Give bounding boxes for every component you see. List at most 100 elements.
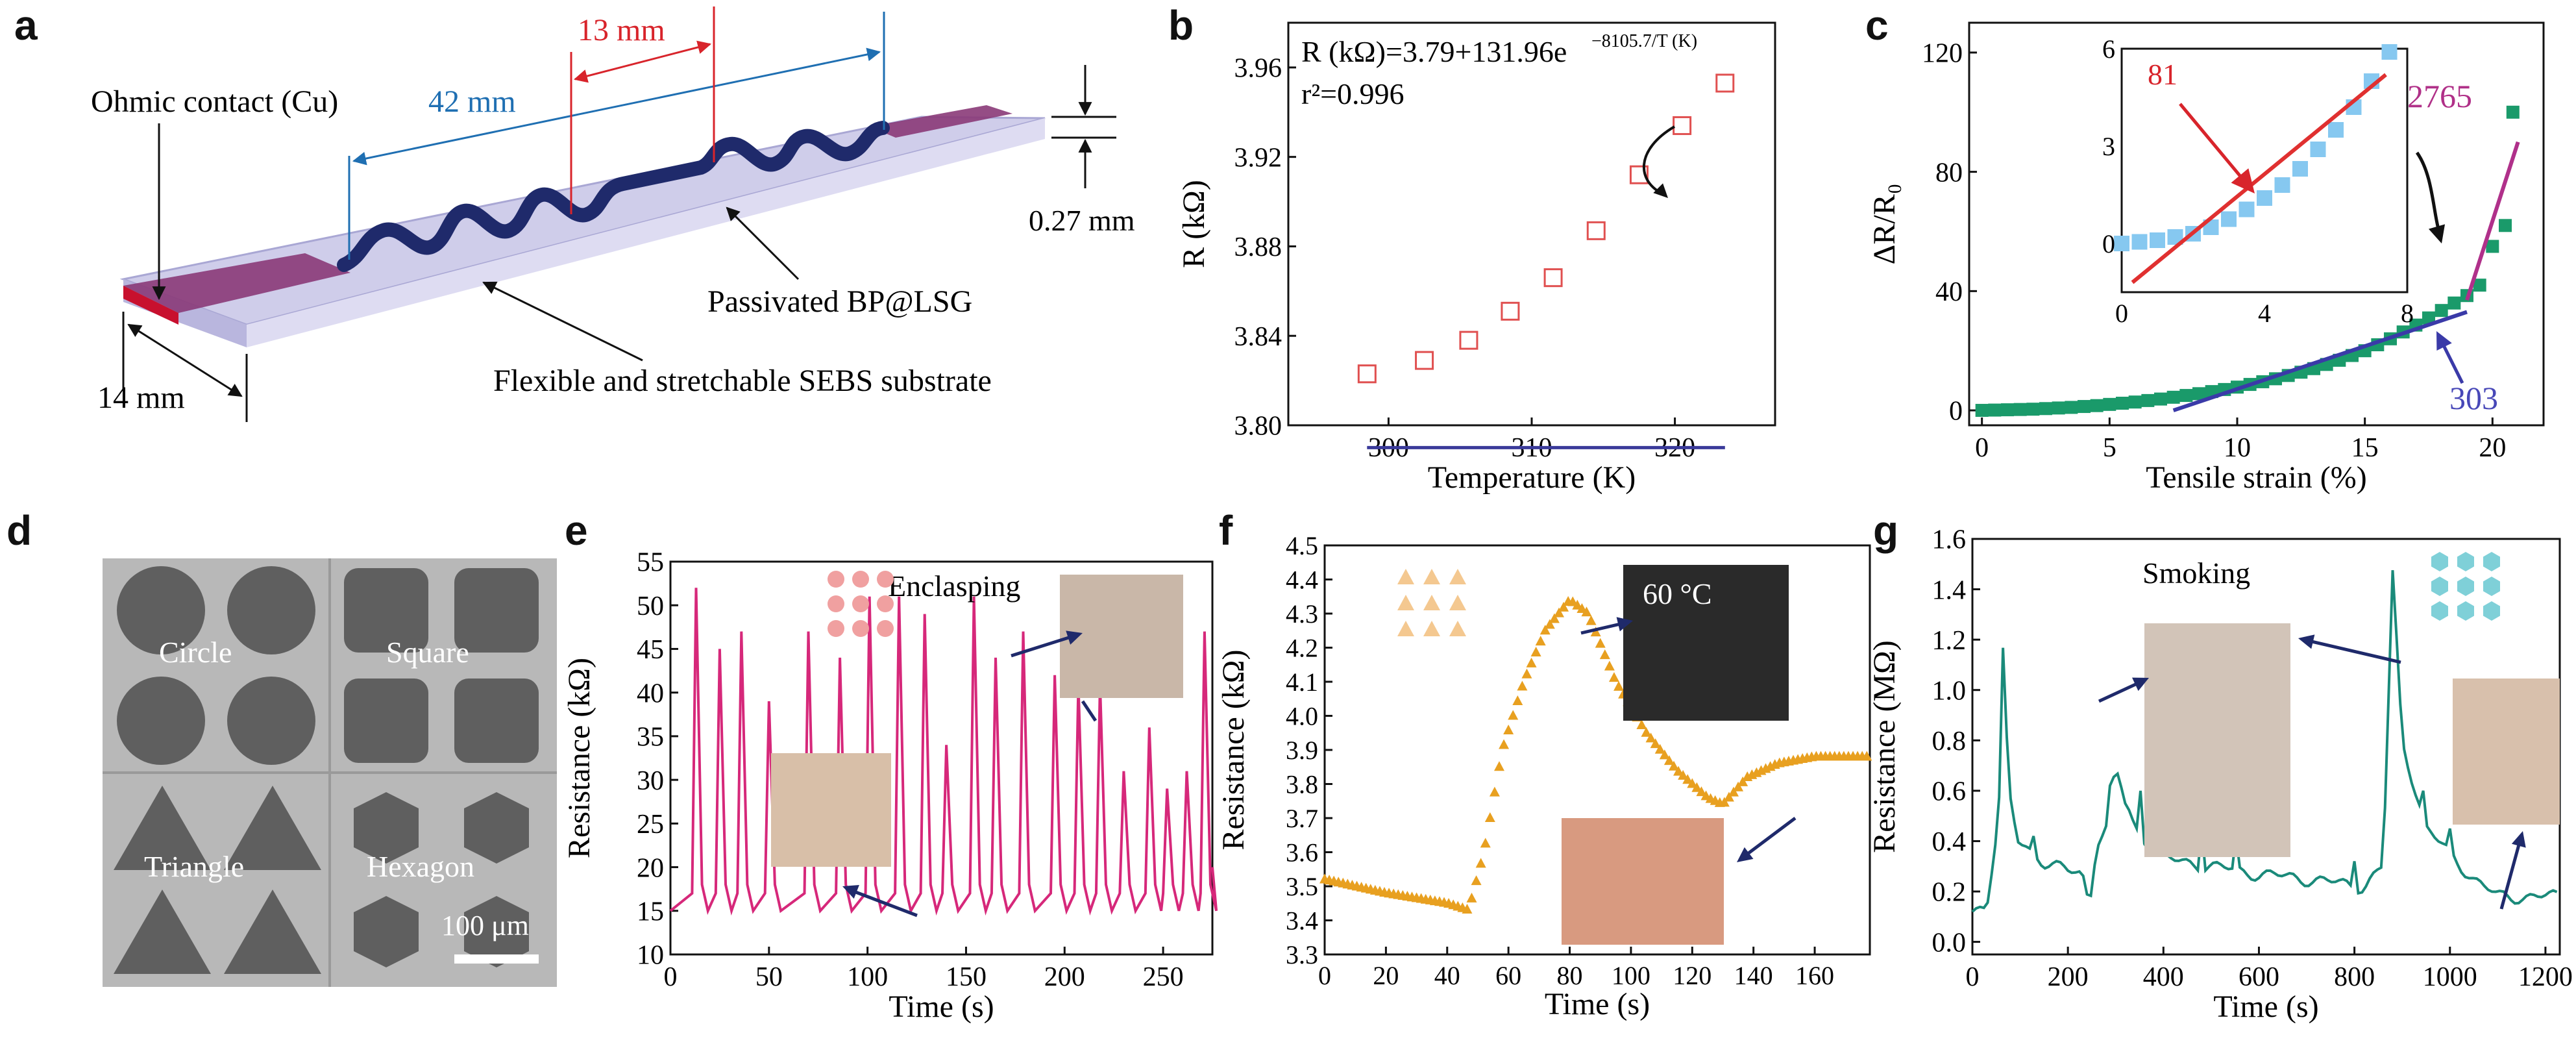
data-point (1682, 774, 1693, 784)
x-tick-label: 1000 (2423, 962, 2477, 992)
pointer-arrow-head (2132, 677, 2149, 691)
data-point (2422, 311, 2435, 325)
pattern-hexagon (2457, 601, 2474, 621)
y-tick-label: 40 (637, 679, 664, 708)
data-point (1544, 619, 1555, 629)
circle-pattern (117, 677, 205, 765)
annotation-arrow-head (1653, 183, 1668, 198)
y-tick-label: 10 (637, 941, 664, 971)
data-point (1599, 649, 1610, 660)
data-point (1629, 165, 1649, 184)
x-tick-label: 200 (2048, 962, 2089, 992)
inset-data-point (2328, 122, 2344, 138)
pointer-arrow (848, 888, 918, 917)
data-point (1613, 680, 1625, 691)
y-tick-label: 120 (1922, 39, 1963, 69)
triangle-label: Triangle (144, 850, 244, 883)
pattern-triangle (1449, 595, 1466, 610)
data-point (1608, 672, 1619, 682)
inset-data-point (2239, 201, 2255, 218)
pointer-arrow-head (2298, 634, 2315, 649)
y-tick-label: 3.4 (1286, 906, 1318, 936)
y-tick-label: 45 (637, 635, 664, 665)
pattern-hexagon (2431, 601, 2448, 621)
annotation-label: Smoking (2142, 556, 2250, 590)
y-tick-label: 15 (637, 897, 664, 927)
pattern-triangle (1397, 569, 1414, 584)
annotation-arrow-head (2428, 224, 2446, 243)
pattern-dot (877, 571, 894, 588)
x-tick-label: 0 (664, 962, 678, 992)
pointer-arrow-head (1066, 630, 1083, 645)
y-tick-label: 3.84 (1234, 322, 1282, 352)
photo-beaker (1623, 565, 1789, 721)
data-point (1501, 301, 1520, 321)
data-point (1645, 732, 1656, 743)
hexagon-array-icon (2431, 552, 2500, 621)
data-point (2013, 403, 2027, 416)
y-tick-label: 4.3 (1286, 599, 1318, 629)
x-tick-label: 0 (1966, 962, 1980, 992)
y-axis-label: Resistance (kΩ) (563, 658, 596, 858)
x-tick-label: 15 (2351, 433, 2379, 463)
data-point (1595, 638, 1606, 648)
slope-label-303: 303 (2449, 380, 2498, 416)
panel-letter-f: f (1219, 507, 1233, 554)
data-point (1475, 858, 1486, 868)
data-point (1663, 755, 1674, 766)
hexagon-label: Hexagon (367, 850, 474, 883)
inset-slope-label: 81 (2148, 58, 2177, 91)
square-pattern (344, 568, 428, 653)
x-tick-label: 20 (2479, 433, 2506, 463)
fit-line-303 (2172, 310, 2468, 412)
photo-smoking (2144, 623, 2290, 857)
triangle-pattern (114, 786, 211, 870)
y-tick-label: 3.7 (1286, 804, 1318, 833)
inset-data-point (2292, 161, 2308, 177)
bp-label: Passivated BP@LSG (707, 284, 972, 319)
pattern-triangle (1449, 621, 1466, 636)
x-tick-label: 10 (2224, 433, 2251, 463)
data-point (2026, 403, 2040, 416)
data-point (1549, 613, 1560, 623)
y-tick-label: 0.6 (1932, 777, 1967, 807)
hexagon-pattern (464, 896, 529, 967)
y-tick-label: 30 (637, 766, 664, 796)
y-tick-label: 3.80 (1234, 412, 1282, 442)
pattern-hexagon (2431, 577, 2448, 596)
data-point (2065, 401, 2078, 414)
photo-palm (1562, 818, 1724, 945)
circle-pattern (227, 677, 315, 765)
data-point (1480, 838, 1491, 848)
x-axis-label: Temperature (K) (1428, 460, 1636, 495)
inset-y-tick-label: 3 (2102, 132, 2115, 161)
inset-y-tick-label: 0 (2102, 229, 2115, 258)
data-point (1723, 791, 1734, 802)
y-tick-label: 3.96 (1234, 54, 1282, 84)
x-tick-label: 140 (1734, 961, 1773, 990)
inset-data-point (2310, 142, 2326, 157)
data-point (1659, 749, 1670, 760)
annotation-arrow (2415, 151, 2442, 234)
y-axis-label: Resistance (MΩ) (1869, 640, 1902, 853)
pointer-arrow (1011, 634, 1073, 658)
data-point (1539, 625, 1551, 635)
data-point (1508, 710, 1519, 720)
x-tick-label: 40 (1434, 961, 1460, 990)
data-point (2128, 395, 2142, 409)
data-point (1636, 719, 1647, 729)
pattern-dot (828, 571, 844, 588)
circle-label: Circle (159, 636, 232, 669)
square-pattern (454, 679, 539, 763)
inset-data-point (2150, 232, 2165, 248)
r-squared: r²=0.996 (1301, 77, 1405, 110)
pattern-hexagon (2483, 577, 2500, 596)
chart-f: 0 20 40 60 80 100 120 140 160 3.3 3.4 3.5 3.6 3.7 3.8 3… (1218, 531, 1872, 1021)
data-point (2090, 399, 2104, 412)
x-tick-label: 1200 (2518, 962, 2573, 992)
data-point (1668, 760, 1679, 771)
hexagon-pattern (464, 792, 529, 864)
circle-pattern (117, 566, 205, 654)
chart-g: 0 200 400 600 800 1000 1200 0.0 0.2 0.4 0.6 0.8 1.0 1… (1869, 525, 2573, 1024)
x-axis-label: Tensile strain (%) (2146, 460, 2367, 495)
